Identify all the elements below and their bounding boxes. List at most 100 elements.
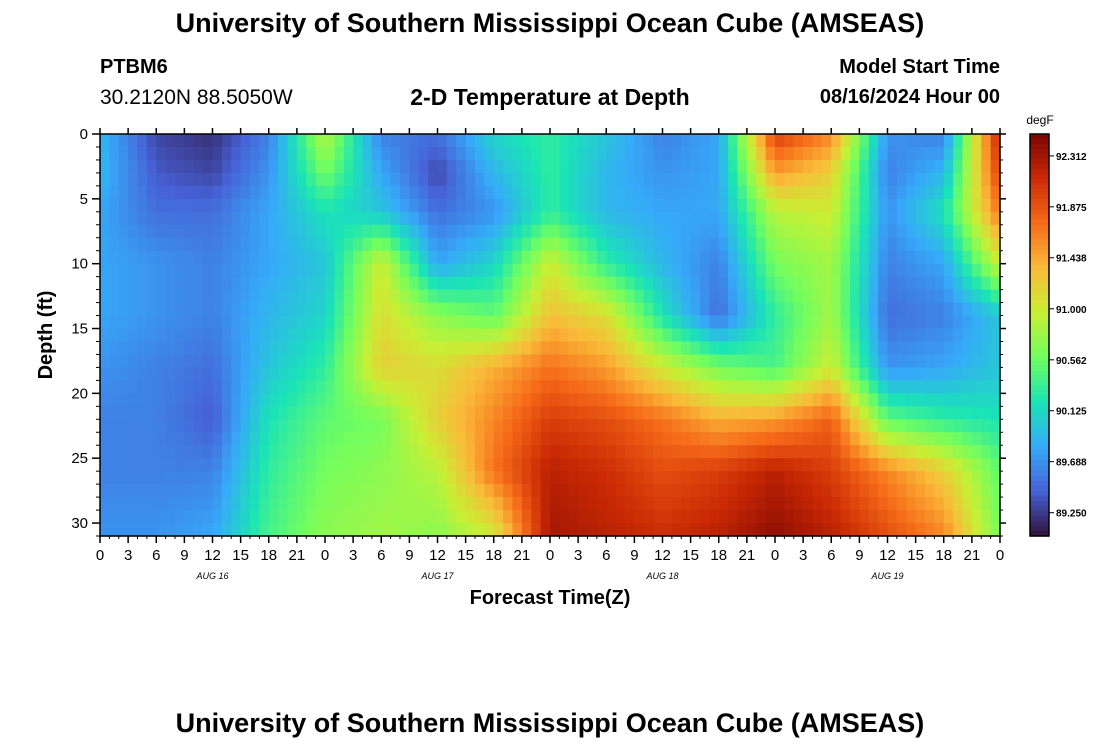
heatmap-cell <box>568 458 579 472</box>
heatmap-cell <box>362 510 373 524</box>
heatmap-cell <box>868 185 879 200</box>
heatmap-cell <box>887 146 898 161</box>
heatmap-cell <box>775 211 785 226</box>
heatmap-cell <box>709 393 720 407</box>
heatmap-cell <box>278 393 289 407</box>
heatmap-cell <box>531 289 542 304</box>
heatmap-cell <box>484 146 495 161</box>
heatmap-cell <box>137 406 148 420</box>
heatmap-cell <box>184 134 195 148</box>
heatmap-cell <box>803 146 814 161</box>
heatmap-cell <box>437 263 448 278</box>
colorbar-segment <box>1030 390 1049 396</box>
heatmap-cell <box>896 159 907 174</box>
heatmap-cell <box>971 406 982 420</box>
heatmap-cell <box>231 146 242 161</box>
heatmap-cell <box>840 250 851 265</box>
heatmap-cell <box>446 185 457 200</box>
heatmap-cell <box>643 393 654 407</box>
heatmap-cell <box>793 523 804 537</box>
heatmap-cell <box>118 445 129 459</box>
heatmap-cell <box>596 341 607 356</box>
heatmap-cell <box>962 237 973 252</box>
heatmap-cell <box>418 185 429 200</box>
heatmap-cell <box>278 367 289 381</box>
heatmap-cell <box>971 380 982 394</box>
heatmap-cell <box>728 159 739 174</box>
heatmap-cell <box>578 250 589 265</box>
heatmap-cell <box>915 224 926 239</box>
heatmap-cell <box>821 341 832 356</box>
y-tick-label: 0 <box>80 126 88 143</box>
heatmap-cell <box>596 211 607 226</box>
heatmap-cell <box>840 302 851 317</box>
heatmap-cell <box>484 250 495 265</box>
heatmap-cell <box>681 315 692 330</box>
heatmap-cell <box>128 471 139 485</box>
heatmap-cell <box>681 250 692 265</box>
heatmap-cell <box>793 367 804 381</box>
x-tick-label: 9 <box>405 547 413 564</box>
heatmap-cell <box>175 406 185 420</box>
heatmap-cell <box>193 237 204 252</box>
heatmap-cell <box>821 185 832 200</box>
heatmap-cell <box>334 393 345 407</box>
heatmap-cell <box>793 471 804 485</box>
heatmap-cell <box>653 134 664 148</box>
heatmap-cell <box>943 263 954 278</box>
heatmap-cell <box>315 328 326 343</box>
heatmap-cell <box>343 263 354 278</box>
heatmap-cell <box>625 458 635 472</box>
heatmap-cell <box>596 263 607 278</box>
heatmap-cell <box>165 354 176 369</box>
heatmap-cell <box>812 510 823 524</box>
heatmap-cell <box>887 432 898 446</box>
heatmap-cell <box>446 445 457 459</box>
heatmap-cell <box>287 497 298 511</box>
heatmap-cell <box>325 458 335 472</box>
heatmap-cell <box>737 146 748 161</box>
heatmap-cell <box>240 497 251 511</box>
heatmap-cell <box>625 237 635 252</box>
heatmap-cell <box>259 354 270 369</box>
heatmap-cell <box>568 315 579 330</box>
heatmap-cell <box>878 380 889 394</box>
heatmap-cell <box>737 354 748 369</box>
heatmap-cell <box>184 302 195 317</box>
heatmap-cell <box>793 172 804 187</box>
heatmap-cell <box>962 354 973 369</box>
heatmap-cell <box>418 380 429 394</box>
heatmap-cell <box>718 523 729 537</box>
heatmap-cell <box>681 432 692 446</box>
heatmap-cell <box>625 185 635 200</box>
heatmap-cell <box>634 497 645 511</box>
colorbar-segment <box>1030 360 1049 366</box>
heatmap-cell <box>240 172 251 187</box>
heatmap-cell <box>212 367 223 381</box>
heatmap-cell <box>231 484 242 498</box>
heatmap-cell <box>850 354 860 369</box>
heatmap-cell <box>653 302 664 317</box>
heatmap-cell <box>700 458 710 472</box>
heatmap-cell <box>343 484 354 498</box>
heatmap-cell <box>775 523 785 537</box>
heatmap-cell <box>390 354 401 369</box>
heatmap-cell <box>296 393 307 407</box>
heatmap-cell <box>821 289 832 304</box>
heatmap-cell <box>943 159 954 174</box>
heatmap-cell <box>915 250 926 265</box>
heatmap-cell <box>887 263 898 278</box>
heatmap-cell <box>934 315 945 330</box>
heatmap-cell <box>212 159 223 174</box>
heatmap-cell <box>550 198 560 213</box>
heatmap-cell <box>737 471 748 485</box>
heatmap-cell <box>221 237 232 252</box>
colorbar-segment <box>1030 149 1049 155</box>
heatmap-cell <box>653 445 664 459</box>
heatmap-cell <box>203 211 214 226</box>
heatmap-cell <box>100 185 110 200</box>
heatmap-cell <box>456 224 467 239</box>
heatmap-cell <box>812 523 823 537</box>
colorbar-segment <box>1030 435 1049 442</box>
heatmap-cell <box>287 419 298 433</box>
